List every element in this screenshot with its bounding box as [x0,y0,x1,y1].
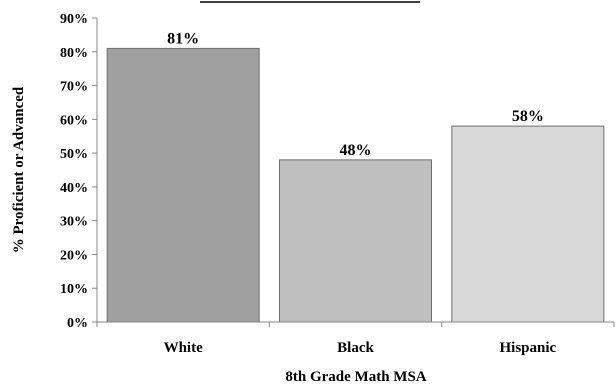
bar-white [106,47,260,323]
bar-black [279,159,432,323]
y-tick-label: 60% [60,113,88,128]
data-label: 58% [512,108,544,125]
y-tick-label: 90% [60,12,88,27]
y-axis-title: % Proficient or Advanced [11,86,27,253]
y-ticks-layer: 0% 10% 20% 30% 40% 50% 60% 70% 80% 90% [60,12,97,331]
y-tick-label: 10% [60,282,88,297]
y-tick-label: 20% [60,248,88,263]
bars-layer [106,47,605,323]
x-category-label: Hispanic [499,340,556,356]
y-tick-label: 0% [67,316,88,331]
y-tick-label: 80% [60,46,88,61]
x-category-label: White [164,340,204,356]
x-labels-layer: White Black Hispanic [96,322,615,356]
y-tick-label: 30% [60,215,88,230]
data-label: 81% [167,30,199,47]
x-axis-title: 8th Grade Math MSA [285,369,426,385]
x-category-label: Black [337,340,374,356]
bar-hispanic [451,125,605,323]
data-labels-layer: 81% 48% 58% [167,30,544,158]
y-tick-label: 50% [60,147,88,162]
data-label: 48% [340,142,372,159]
y-tick-label: 70% [60,80,88,95]
y-tick-label: 40% [60,181,88,196]
